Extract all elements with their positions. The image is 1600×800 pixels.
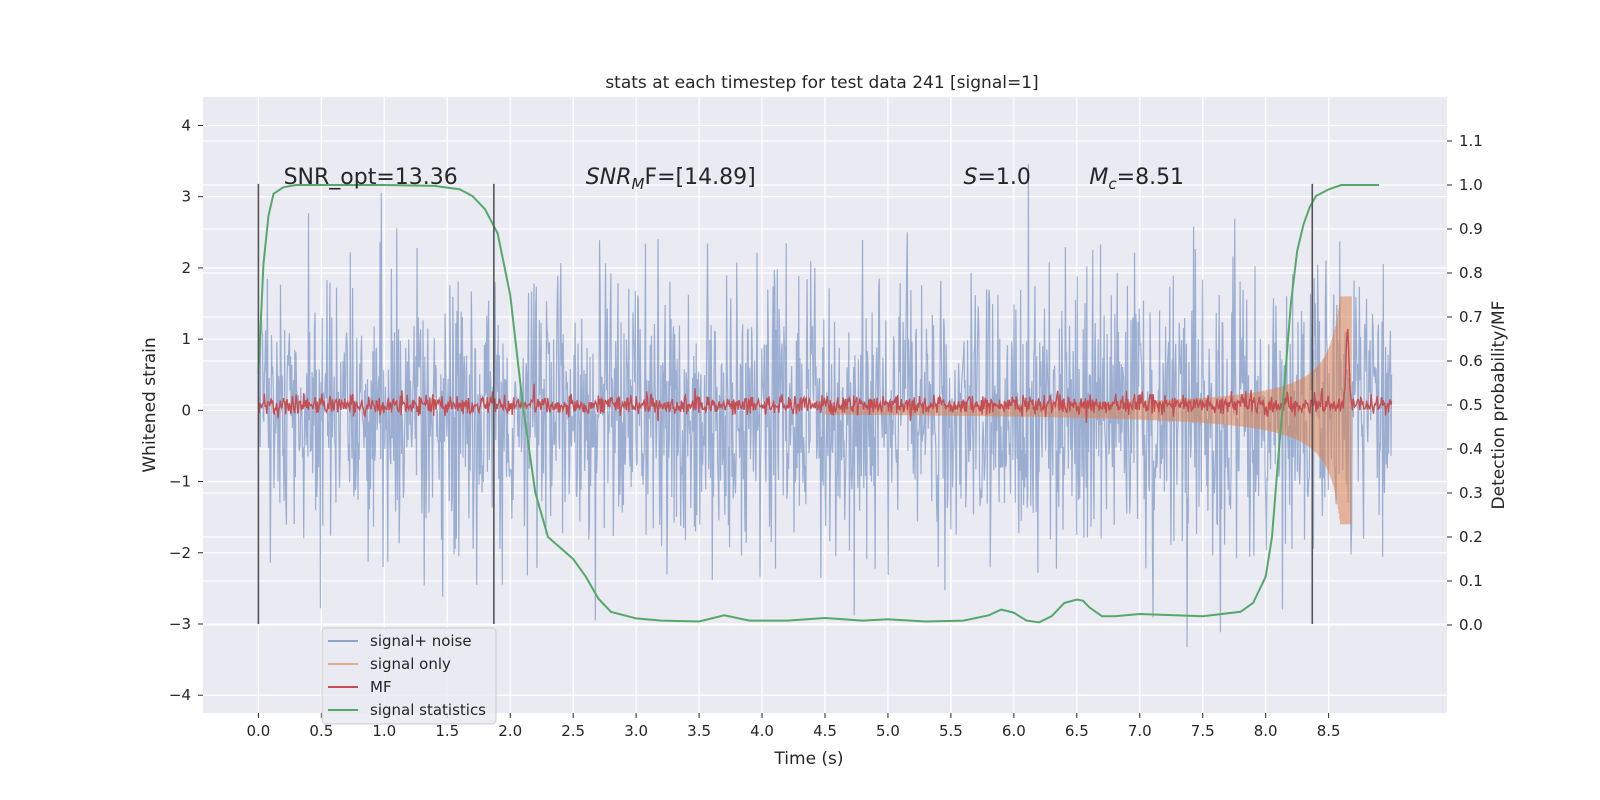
x-tick-label: 8.0 — [1254, 722, 1278, 740]
y-right-tick-label: 0.3 — [1459, 484, 1483, 502]
y-left-tick-label: 0 — [181, 401, 191, 419]
y-left-tick-label: −2 — [169, 544, 191, 562]
legend: signal+ noise signal only MF signal statist… — [321, 627, 497, 725]
y-right-axis-ticks: 1.1 1.0 0.9 0.8 0.7 0.6 0.5 0.4 0.3 0.2 0.1 0.0 — [1447, 132, 1483, 634]
x-tick-label: 4.0 — [750, 722, 774, 740]
series-layer — [257, 164, 1393, 647]
y-left-tick-label: −3 — [169, 615, 191, 633]
series-signal-statistics-line — [257, 184, 1380, 624]
x-tick-label: 3.5 — [687, 722, 711, 740]
x-tick-label: 5.5 — [939, 722, 963, 740]
annotation-snr-opt-base: SNR_opt=13.36 — [284, 165, 458, 190]
x-tick-label: 8.5 — [1317, 722, 1341, 740]
y-right-tick-label: 0.7 — [1459, 308, 1483, 326]
annotation-s-value-base: S — [964, 165, 978, 190]
y-right-tick-label: 0.5 — [1459, 396, 1483, 414]
x-tick-label: 6.5 — [1065, 722, 1089, 740]
x-tick-label: 5.0 — [876, 722, 900, 740]
vertical-markers — [257, 183, 1314, 624]
x-tick-label: 1.0 — [372, 722, 396, 740]
x-tick-label: 1.5 — [435, 722, 459, 740]
legend-entry-label: signal+ noise — [370, 632, 472, 650]
y-right-tick-label: 0.4 — [1459, 440, 1483, 458]
annotation-snr-opt: SNR_opt=13.36 — [284, 165, 458, 190]
y-right-tick-label: 0.6 — [1459, 352, 1483, 370]
x-axis-ticks: 0.0 0.5 1.0 1.5 2.0 2.5 3.0 3.5 4.0 4.5 5.0 5.5 6.0 6… — [246, 713, 1341, 740]
x-tick-label: 7.5 — [1191, 722, 1215, 740]
annotation-snr-mf-sub: M — [631, 175, 644, 193]
x-tick-label: 0.0 — [246, 722, 270, 740]
y-right-tick-label: 0.9 — [1459, 220, 1483, 238]
y-left-tick-label: 1 — [181, 330, 191, 348]
x-tick-label: 7.0 — [1128, 722, 1152, 740]
y-right-tick-label: 1.1 — [1459, 132, 1483, 150]
legend-entry-label: signal only — [370, 655, 451, 673]
x-tick-label: 4.5 — [813, 722, 837, 740]
legend-entry-label: signal statistics — [370, 701, 486, 719]
y-right-tick-label: 0.8 — [1459, 264, 1483, 282]
chart-title: stats at each timestep for test data 241… — [605, 73, 1038, 93]
annotation-s-value-tail: =1.0 — [977, 165, 1030, 190]
legend-box — [321, 627, 497, 725]
annotation-snr-mf-tail: F=[14.89] — [644, 165, 755, 190]
y-right-tick-label: 1.0 — [1459, 176, 1483, 194]
annotation-chirp-mass-base: M — [1089, 165, 1108, 190]
annotation-chirp-mass-sub: c — [1108, 175, 1117, 193]
annotation-chirp-mass-tail: =8.51 — [1117, 165, 1184, 190]
series-mf-line — [257, 328, 1393, 423]
y-right-tick-label: 0.2 — [1459, 528, 1483, 546]
x-axis-label: Time (s) — [773, 749, 843, 769]
y-left-axis-label: Whitened strain — [140, 337, 160, 472]
y-right-axis-label: Detection probability/MF — [1489, 301, 1509, 510]
x-tick-label: 2.0 — [498, 722, 522, 740]
y-right-tick-label: 0.0 — [1459, 616, 1483, 634]
x-tick-label: 0.5 — [309, 722, 333, 740]
series-signal-noise-line — [257, 164, 1393, 647]
x-tick-label: 6.0 — [1002, 722, 1026, 740]
annotation-snr-mf: SNRMF=[14.89] — [586, 165, 756, 193]
y-left-tick-label: −1 — [169, 473, 191, 491]
legend-entry-label: MF — [370, 678, 392, 696]
y-left-tick-label: 3 — [181, 188, 191, 206]
y-left-axis-ticks: 4 3 2 1 0 −1 −2 −3 −4 — [169, 116, 203, 704]
y-left-tick-label: −4 — [169, 686, 191, 704]
y-left-tick-label: 2 — [181, 259, 191, 277]
x-tick-label: 2.5 — [561, 722, 585, 740]
annotation-snr-mf-base: SNR — [586, 165, 632, 190]
x-tick-label: 3.0 — [624, 722, 648, 740]
y-left-tick-label: 4 — [181, 116, 191, 134]
annotation-chirp-mass: Mc=8.51 — [1089, 165, 1184, 193]
annotation-s-value: S=1.0 — [964, 165, 1031, 190]
y-right-tick-label: 0.1 — [1459, 572, 1483, 590]
annotations: SNR_opt=13.36 SNRMF=[14.89] S=1.0 Mc=8.51 — [284, 165, 1184, 193]
